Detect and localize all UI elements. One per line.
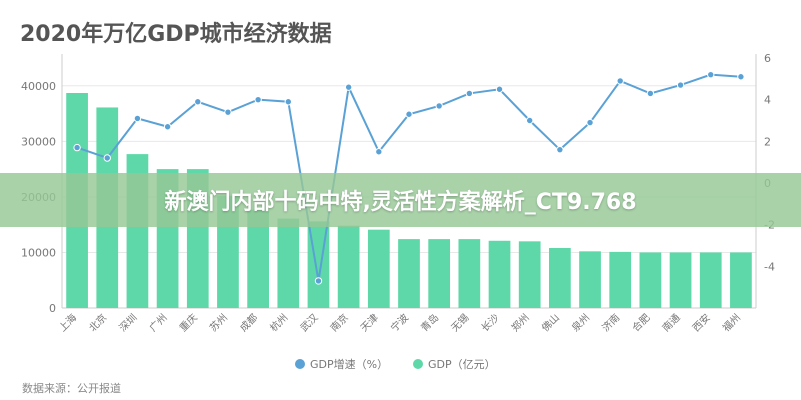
data-source: 数据来源：公开报道 bbox=[22, 382, 121, 395]
growth-point bbox=[525, 116, 534, 125]
bar bbox=[699, 252, 722, 308]
x-tick-label: 宁波 bbox=[388, 311, 411, 334]
x-tick-label: 杭州 bbox=[267, 311, 290, 334]
y-right-tick-label: 4 bbox=[764, 94, 771, 107]
growth-point bbox=[284, 98, 293, 106]
bar bbox=[730, 252, 752, 308]
growth-point bbox=[676, 81, 685, 89]
legend-marker-gdp bbox=[413, 359, 423, 369]
growth-point bbox=[375, 148, 383, 156]
banner-text: 新澳门内部十码中特,灵活性方案解析_CT9.768 bbox=[164, 190, 637, 215]
x-tick-label: 郑州 bbox=[508, 311, 531, 334]
bar bbox=[458, 239, 481, 308]
overlay-banner: 新澳门内部十码中特,灵活性方案解析_CT9.768 bbox=[0, 173, 801, 227]
growth-point bbox=[646, 89, 655, 98]
x-tick-label: 南京 bbox=[327, 311, 350, 334]
growth-point bbox=[344, 83, 353, 91]
growth-point bbox=[133, 114, 142, 123]
bar bbox=[609, 251, 632, 308]
growth-point bbox=[163, 123, 172, 131]
growth-point bbox=[73, 143, 81, 152]
y-left-tick-label: 0 bbox=[49, 302, 56, 315]
bar bbox=[639, 252, 662, 308]
growth-point bbox=[556, 145, 564, 154]
x-tick-label: 青岛 bbox=[418, 311, 441, 334]
bar bbox=[367, 229, 390, 308]
growth-point bbox=[254, 95, 262, 104]
x-tick-label: 福州 bbox=[720, 311, 743, 334]
x-tick-label: 广州 bbox=[147, 312, 170, 335]
x-tick-label: 佛山 bbox=[539, 311, 562, 334]
bar bbox=[549, 248, 571, 308]
growth-point bbox=[465, 89, 474, 98]
y-left-tick-label: 10000 bbox=[21, 246, 56, 259]
growth-point bbox=[194, 98, 202, 106]
y-left-tick-label: 30000 bbox=[21, 135, 56, 148]
bar bbox=[277, 218, 300, 308]
x-tick-label: 合肥 bbox=[629, 311, 652, 334]
growth-point bbox=[224, 108, 232, 116]
growth-point bbox=[616, 77, 624, 85]
x-tick-label: 重庆 bbox=[177, 311, 200, 334]
bar bbox=[247, 209, 269, 308]
x-tick-label: 济南 bbox=[599, 311, 622, 334]
x-tick-label: 成都 bbox=[238, 312, 261, 335]
legend-label-growth: GDP增速（%） bbox=[310, 357, 388, 371]
y-left-tick-label: 40000 bbox=[21, 80, 56, 93]
growth-point bbox=[314, 277, 323, 285]
legend-marker-growth bbox=[295, 359, 305, 369]
bar bbox=[669, 252, 692, 308]
bar bbox=[488, 240, 511, 308]
x-tick-label: 苏州 bbox=[207, 311, 230, 334]
growth-point bbox=[405, 110, 413, 118]
bar bbox=[518, 241, 541, 308]
y-right-tick-label: 6 bbox=[764, 52, 771, 65]
growth-point bbox=[435, 102, 443, 110]
x-tick-label: 北京 bbox=[86, 311, 109, 334]
x-tick-label: 南通 bbox=[659, 311, 682, 334]
growth-point bbox=[707, 70, 715, 79]
bar bbox=[337, 225, 360, 308]
x-tick-label: 长沙 bbox=[479, 312, 502, 335]
y-right-tick-label: 2 bbox=[764, 135, 771, 148]
x-tick-label: 武汉 bbox=[297, 311, 320, 334]
chart-title: 2020年万亿GDP城市经济数据 bbox=[20, 22, 332, 47]
bar bbox=[398, 239, 420, 308]
bar bbox=[579, 251, 601, 308]
x-tick-label: 无锡 bbox=[448, 311, 471, 334]
growth-point bbox=[103, 154, 111, 162]
x-tick-label: 上海 bbox=[56, 311, 79, 334]
legend-label-gdp: GDP（亿元） bbox=[428, 358, 496, 371]
y-right-tick-label: -4 bbox=[764, 260, 775, 273]
bar bbox=[428, 239, 451, 308]
growth-point bbox=[495, 85, 504, 93]
growth-point bbox=[737, 73, 745, 81]
growth-point bbox=[586, 118, 594, 127]
x-tick-label: 深圳 bbox=[117, 312, 140, 335]
x-tick-label: 天津 bbox=[358, 312, 381, 335]
x-tick-label: 西安 bbox=[690, 311, 713, 334]
x-tick-label: 泉州 bbox=[569, 311, 592, 334]
